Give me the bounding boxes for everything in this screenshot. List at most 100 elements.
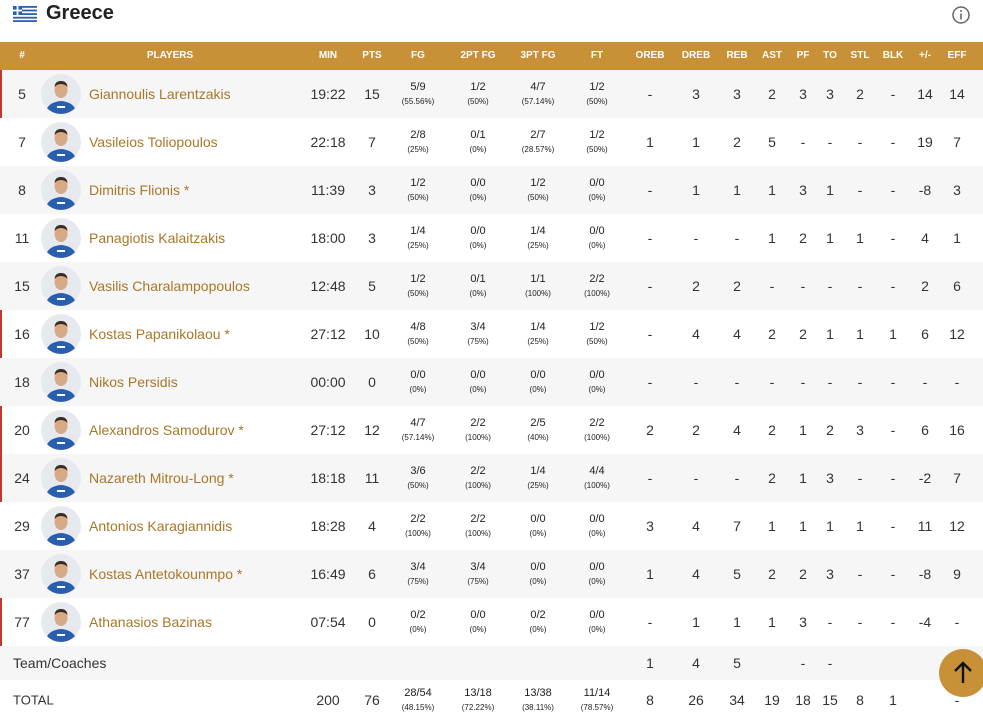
stat: - [857, 374, 863, 390]
shot-made: 0/0 [470, 225, 486, 237]
player-row [0, 406, 983, 454]
points: 3 [368, 230, 376, 246]
stat: - [954, 374, 960, 390]
stat: 4 [733, 422, 741, 438]
starter-marker [0, 454, 2, 502]
shot-pct: (0%) [588, 577, 606, 586]
column-header: EFF [947, 50, 967, 61]
stat: 2 [768, 566, 776, 582]
player-photo [41, 122, 81, 162]
stat: 2 [856, 86, 864, 102]
shot-made: 3/4 [470, 561, 486, 573]
scroll-top-button[interactable] [939, 649, 983, 697]
minutes: 18:18 [310, 470, 346, 486]
stat: 3 [799, 614, 807, 630]
shot-made: 4/7 [530, 81, 546, 93]
stat: 1 [799, 422, 807, 438]
shot-pct: (50%) [467, 97, 489, 106]
stat: 1 [889, 326, 897, 342]
column-header: TO [823, 50, 837, 61]
player-name: Kostas Antetokounmpo * [89, 566, 243, 582]
shot-made: 13/38 [524, 687, 552, 699]
shot-made: 2/2 [410, 513, 426, 525]
shot-pct: (57.14%) [521, 97, 555, 106]
points: 10 [364, 326, 380, 342]
stat: - [734, 470, 740, 486]
stat: - [890, 566, 896, 582]
stat: 12 [949, 518, 965, 534]
shot-made: 1/2 [589, 81, 605, 93]
stat: - [800, 374, 806, 390]
points: 4 [368, 518, 376, 534]
table-header [0, 42, 983, 70]
shot-made: 0/0 [530, 513, 546, 525]
stat: - [769, 278, 775, 294]
stat: -8 [918, 566, 932, 582]
shot-pct: (0%) [469, 289, 487, 298]
shot-pct: (0%) [469, 385, 487, 394]
stat: 1 [856, 518, 864, 534]
shot-made: 0/0 [589, 609, 605, 621]
points: 5 [368, 278, 376, 294]
player-name: Panagiotis Kalaitzakis [89, 230, 226, 246]
stat: 2 [646, 422, 654, 438]
points: 0 [368, 374, 376, 390]
stat: 18 [795, 692, 811, 708]
stat: - [890, 614, 896, 630]
stat: 8 [646, 692, 654, 708]
shot-made: 3/4 [410, 561, 426, 573]
column-header: PTS [362, 50, 382, 61]
stat: 1 [692, 182, 700, 198]
shot-pct: (48.15%) [401, 703, 435, 712]
minutes: 12:48 [310, 278, 346, 294]
shot-pct: (40%) [527, 433, 549, 442]
stat: - [800, 134, 806, 150]
stat: 1 [826, 326, 834, 342]
stat: 3 [826, 470, 834, 486]
stat: -2 [918, 470, 932, 486]
shot-pct: (0%) [469, 241, 487, 250]
stat: - [827, 278, 833, 294]
shot-made: 0/0 [530, 369, 546, 381]
jersey-number: 29 [14, 518, 30, 534]
shot-made: 1/2 [410, 273, 426, 285]
stat: 1 [889, 692, 897, 708]
shot-made: 3/4 [470, 321, 486, 333]
stat: - [800, 655, 806, 671]
stat: 3 [826, 86, 834, 102]
jersey-number: 37 [14, 566, 30, 582]
points: 12 [364, 422, 380, 438]
column-header: PLAYERS [146, 50, 194, 61]
shot-pct: (100%) [405, 529, 431, 538]
stat: - [734, 374, 740, 390]
stat: 1 [692, 134, 700, 150]
stat: 4 [692, 655, 700, 671]
starter-marker [0, 70, 2, 118]
column-header: BLK [882, 50, 904, 61]
player-name: Alexandros Samodurov * [89, 422, 244, 438]
stat: 2 [799, 230, 807, 246]
shot-made: 2/7 [530, 129, 546, 141]
stat: - [647, 86, 653, 102]
points: 3 [368, 182, 376, 198]
stat: - [857, 470, 863, 486]
shot-made: 1/4 [530, 225, 546, 237]
shot-made: 1/2 [589, 321, 605, 333]
stat: 1 [733, 614, 741, 630]
jersey-number: 20 [14, 422, 30, 438]
info-icon[interactable] [951, 5, 971, 25]
player-photo [41, 74, 81, 114]
stat: 2 [733, 278, 741, 294]
stat: - [827, 374, 833, 390]
team-title: Greece [46, 2, 114, 24]
shot-pct: (0%) [588, 625, 606, 634]
column-header: 3PT FG [520, 50, 556, 61]
stat: 1 [646, 655, 654, 671]
shot-pct: (100%) [584, 433, 610, 442]
shot-pct: (0%) [469, 625, 487, 634]
stat: - [890, 230, 896, 246]
stat: - [693, 374, 699, 390]
shot-made: 1/2 [470, 81, 486, 93]
shot-pct: (50%) [407, 193, 429, 202]
